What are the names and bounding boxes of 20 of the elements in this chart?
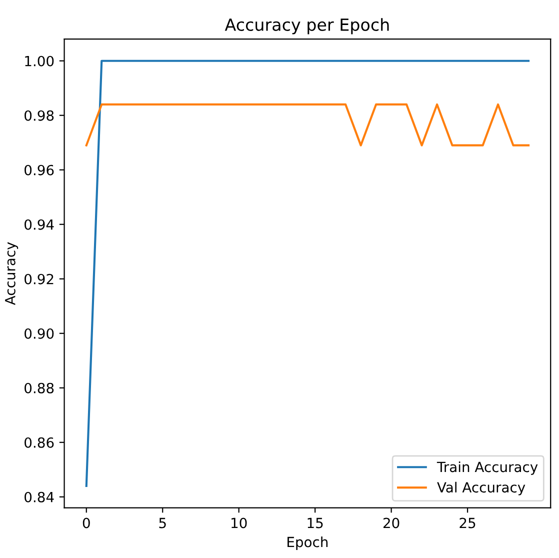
y-tick-label: 0.90: [24, 328, 54, 339]
x-tick-label: 20: [383, 518, 400, 528]
y-tick-label: 0.98: [24, 110, 54, 121]
x-tick-label: 15: [308, 518, 323, 528]
y-tick-label: 0.96: [24, 164, 54, 176]
x-axis-title: Epoch: [288, 536, 328, 550]
legend-label: Val Accuracy: [437, 482, 526, 496]
chart-title: Accuracy per Epoch: [224, 18, 389, 34]
x-tick-label: 25: [460, 518, 476, 528]
y-axis-title: Accuracy: [5, 242, 18, 306]
legend-label: Train Accuracy: [436, 461, 538, 475]
x-tick-label: 5: [159, 518, 166, 528]
y-tick-label: 0.88: [24, 382, 54, 394]
y-tick-label: 1.00: [25, 56, 54, 66]
y-tick-label: 0.86: [24, 437, 54, 448]
x-tick-label: 10: [232, 518, 247, 528]
y-tick-label: 0.84: [24, 492, 54, 502]
x-tick-label: 0: [82, 518, 90, 528]
y-tick-label: 0.92: [24, 274, 54, 284]
y-tick-label: 0.94: [24, 219, 54, 230]
